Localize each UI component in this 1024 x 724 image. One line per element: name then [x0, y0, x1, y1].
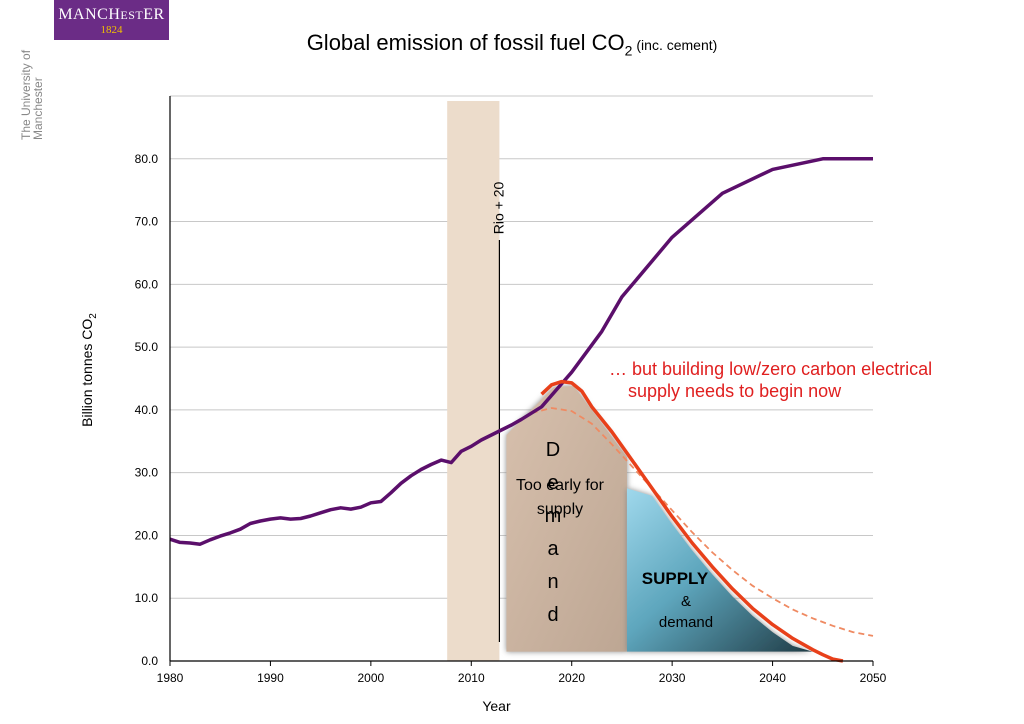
y-tick-label: 20.0: [135, 528, 159, 542]
highlight-band-layer: [447, 101, 501, 661]
callout-line-2: supply needs to begin now: [628, 381, 842, 401]
demand-shape: [506, 386, 627, 652]
title-subscript: 2: [624, 42, 633, 59]
grid-lines: [170, 95, 873, 599]
x-tick-label: 2030: [659, 671, 686, 685]
demand-letter: D: [546, 439, 560, 461]
logo-word-post: ER: [143, 6, 165, 23]
y-tick-label: 50.0: [135, 340, 159, 354]
x-tick-label: 1980: [157, 671, 184, 685]
x-tick-label: 2000: [358, 671, 385, 685]
series-line-peak: [540, 379, 844, 663]
y-axis-title-subscript: 2: [88, 313, 99, 319]
rio-period-band: [447, 101, 500, 661]
y-axis-title-main: Billion tonnes CO: [79, 319, 95, 427]
university-logo: MANCHESTER 1824: [54, 0, 169, 40]
supply-label: SUPPLY: [642, 569, 709, 588]
title-paren: (inc. cement): [636, 37, 718, 53]
too-early-line: supply: [537, 501, 583, 518]
x-tick-label: 2010: [458, 671, 485, 685]
title-main: Global emission of fossil fuel CO: [306, 30, 625, 55]
y-tick-label: 0.0: [141, 654, 158, 668]
rio-marker-label: Rio + 20: [490, 182, 506, 235]
y-tick-label: 60.0: [135, 277, 159, 291]
x-tick-label: 2050: [860, 671, 887, 685]
axes: 0.0 10.0 20.0 30.0 40.0 50.0 60.0 70.0 80.0 1980 1…: [79, 96, 887, 714]
annotation-shapes: [506, 386, 813, 652]
y-tick-label: 30.0: [135, 466, 159, 480]
x-tick-label: 2020: [558, 671, 585, 685]
y-tick-label: 10.0: [135, 591, 159, 605]
demand-letter: m: [545, 505, 562, 527]
supply-demand-line: demand: [659, 614, 713, 631]
demand-letter: d: [547, 604, 558, 626]
x-tick-label: 1990: [257, 671, 284, 685]
series-layer: [169, 157, 874, 663]
x-axis-title: Year: [482, 698, 511, 714]
demand-letter: n: [547, 571, 558, 593]
demand-letter: a: [547, 538, 559, 560]
too-early-line: Too early for: [516, 477, 605, 494]
logo-year: 1824: [100, 24, 123, 36]
demand-letter: e: [547, 472, 558, 494]
y-axis-title: Billion tonnes CO2: [79, 313, 99, 427]
y-tick-label: 70.0: [135, 215, 159, 229]
x-tick-label: 2040: [759, 671, 786, 685]
supply-shape: [626, 488, 813, 652]
chart-title: Global emission of fossil fuel CO2 (inc. …: [0, 30, 1024, 58]
supply-demand-line: &: [681, 593, 691, 610]
logo-word-pre: MANCH: [58, 6, 121, 23]
series-line-historical: [169, 157, 873, 546]
logo-word-mid: EST: [120, 8, 144, 22]
series-line-dashed: [531, 407, 874, 637]
y-tick-label: 80.0: [135, 152, 159, 166]
y-tick-label: 40.0: [135, 403, 159, 417]
callout-line-1: … but building low/zero carbon electrica…: [609, 359, 932, 379]
